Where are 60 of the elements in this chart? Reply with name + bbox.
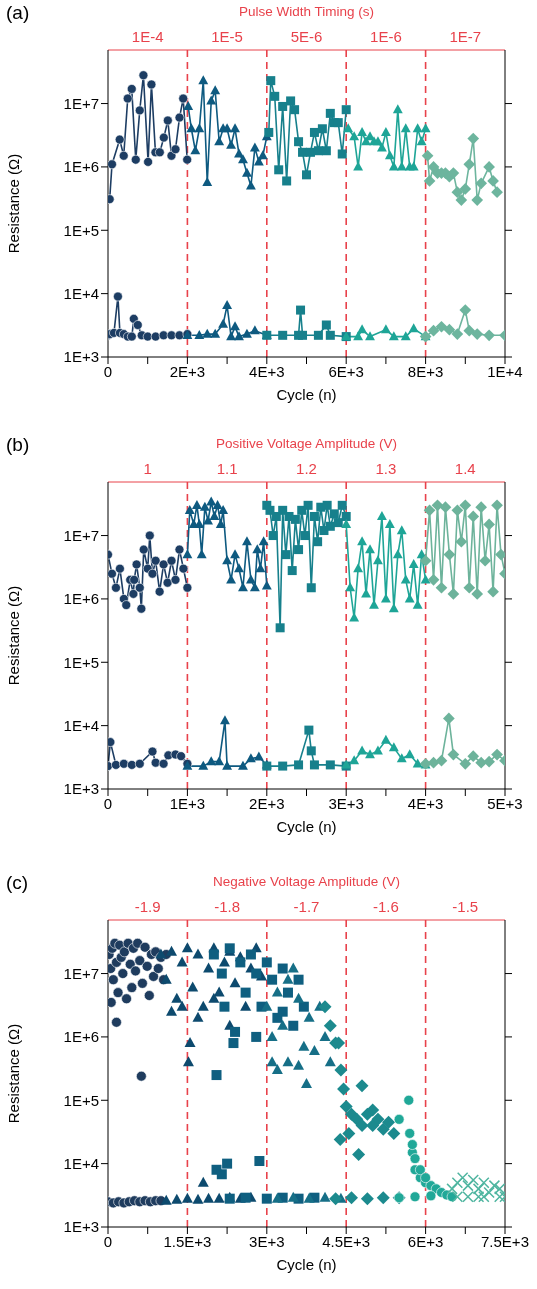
x-axis-title: Cycle (n) [276, 818, 337, 835]
x-tick-label: 6E+3 [407, 1232, 444, 1250]
text: -1.9 [134, 898, 161, 915]
text: 1.2 [296, 460, 317, 477]
y-axis-title: Resistance (Ω) [5, 585, 23, 686]
chart-title: (c) [6, 872, 29, 894]
text: 1E-6 [370, 28, 402, 45]
x-tick-label: 0 [103, 794, 113, 812]
chart-title: (b) [6, 434, 30, 456]
x2-axis-title: Positive Voltage Amplitude (V) [215, 436, 398, 451]
y-tick-label: 1E+4 [63, 284, 99, 302]
x-axis-title: Cycle (n) [276, 386, 337, 403]
y-tick-label: 1E+5 [63, 221, 99, 239]
y-tick-label: 1E+3 [63, 348, 99, 366]
y-tick-label: 1E+4 [63, 716, 99, 734]
y-tick-label: 1E+7 [63, 964, 99, 982]
text: 1.3 [375, 460, 397, 477]
y-tick-label: 1E+7 [63, 526, 99, 544]
text: -1.5 [452, 898, 479, 915]
y-tick-label: 1E+6 [63, 1028, 99, 1046]
x2-axis-title: Pulse Width Timing (s) [237, 4, 375, 19]
x-tick-label: 0 [103, 362, 113, 380]
x-tick-label: 5E+3 [487, 794, 523, 812]
y-tick-label: 1E+5 [63, 653, 99, 671]
x-tick-label: 2E+3 [249, 794, 285, 812]
y-tick-label: 1E+6 [63, 158, 99, 176]
text: -1.6 [372, 898, 399, 915]
x-tick-label: 7.5E+3 [481, 1232, 529, 1250]
text: 1E-4 [131, 28, 164, 45]
y-tick-label: 1E+4 [63, 1154, 99, 1172]
y-tick-label: 1E+7 [63, 94, 99, 112]
x-tick-label: 2E+3 [169, 362, 206, 380]
x-tick-label: 3E+3 [249, 1232, 285, 1250]
y-tick-label: 1E+3 [63, 780, 99, 798]
y-axis-title: Resistance (Ω) [5, 1023, 23, 1124]
x-tick-label: 4E+3 [249, 362, 285, 380]
y-tick-label: 1E+6 [63, 590, 99, 608]
x-tick-label: 4E+3 [407, 794, 444, 812]
x-axis-title: Cycle (n) [276, 1256, 337, 1273]
x-tick-label: 1E+4 [487, 362, 523, 380]
text: -1.7 [293, 898, 320, 915]
x-tick-label: 6E+3 [328, 362, 364, 380]
y-tick-label: 1E+5 [63, 1091, 99, 1109]
text: 1.4 [454, 460, 476, 477]
text: 1E-5 [211, 28, 243, 45]
x-tick-label: 0 [103, 1232, 113, 1250]
text: -1.8 [214, 898, 241, 915]
x-tick-label: 8E+3 [407, 362, 444, 380]
x-tick-label: 1.5E+3 [163, 1232, 212, 1250]
x-tick-label: 4.5E+3 [322, 1232, 371, 1250]
y-axis-title: Resistance (Ω) [5, 153, 23, 254]
x-tick-label: 1E+3 [169, 794, 206, 812]
y-tick-label: 1E+3 [63, 1218, 99, 1236]
text: 1.1 [216, 460, 238, 477]
text: 1 [143, 460, 152, 477]
text: 1E-7 [449, 28, 482, 45]
x-tick-label: 3E+3 [328, 794, 364, 812]
chart-title: (a) [6, 2, 30, 24]
text: 5E-6 [290, 28, 323, 45]
x2-axis-title: Negative Voltage Amplitude (V) [212, 874, 401, 889]
